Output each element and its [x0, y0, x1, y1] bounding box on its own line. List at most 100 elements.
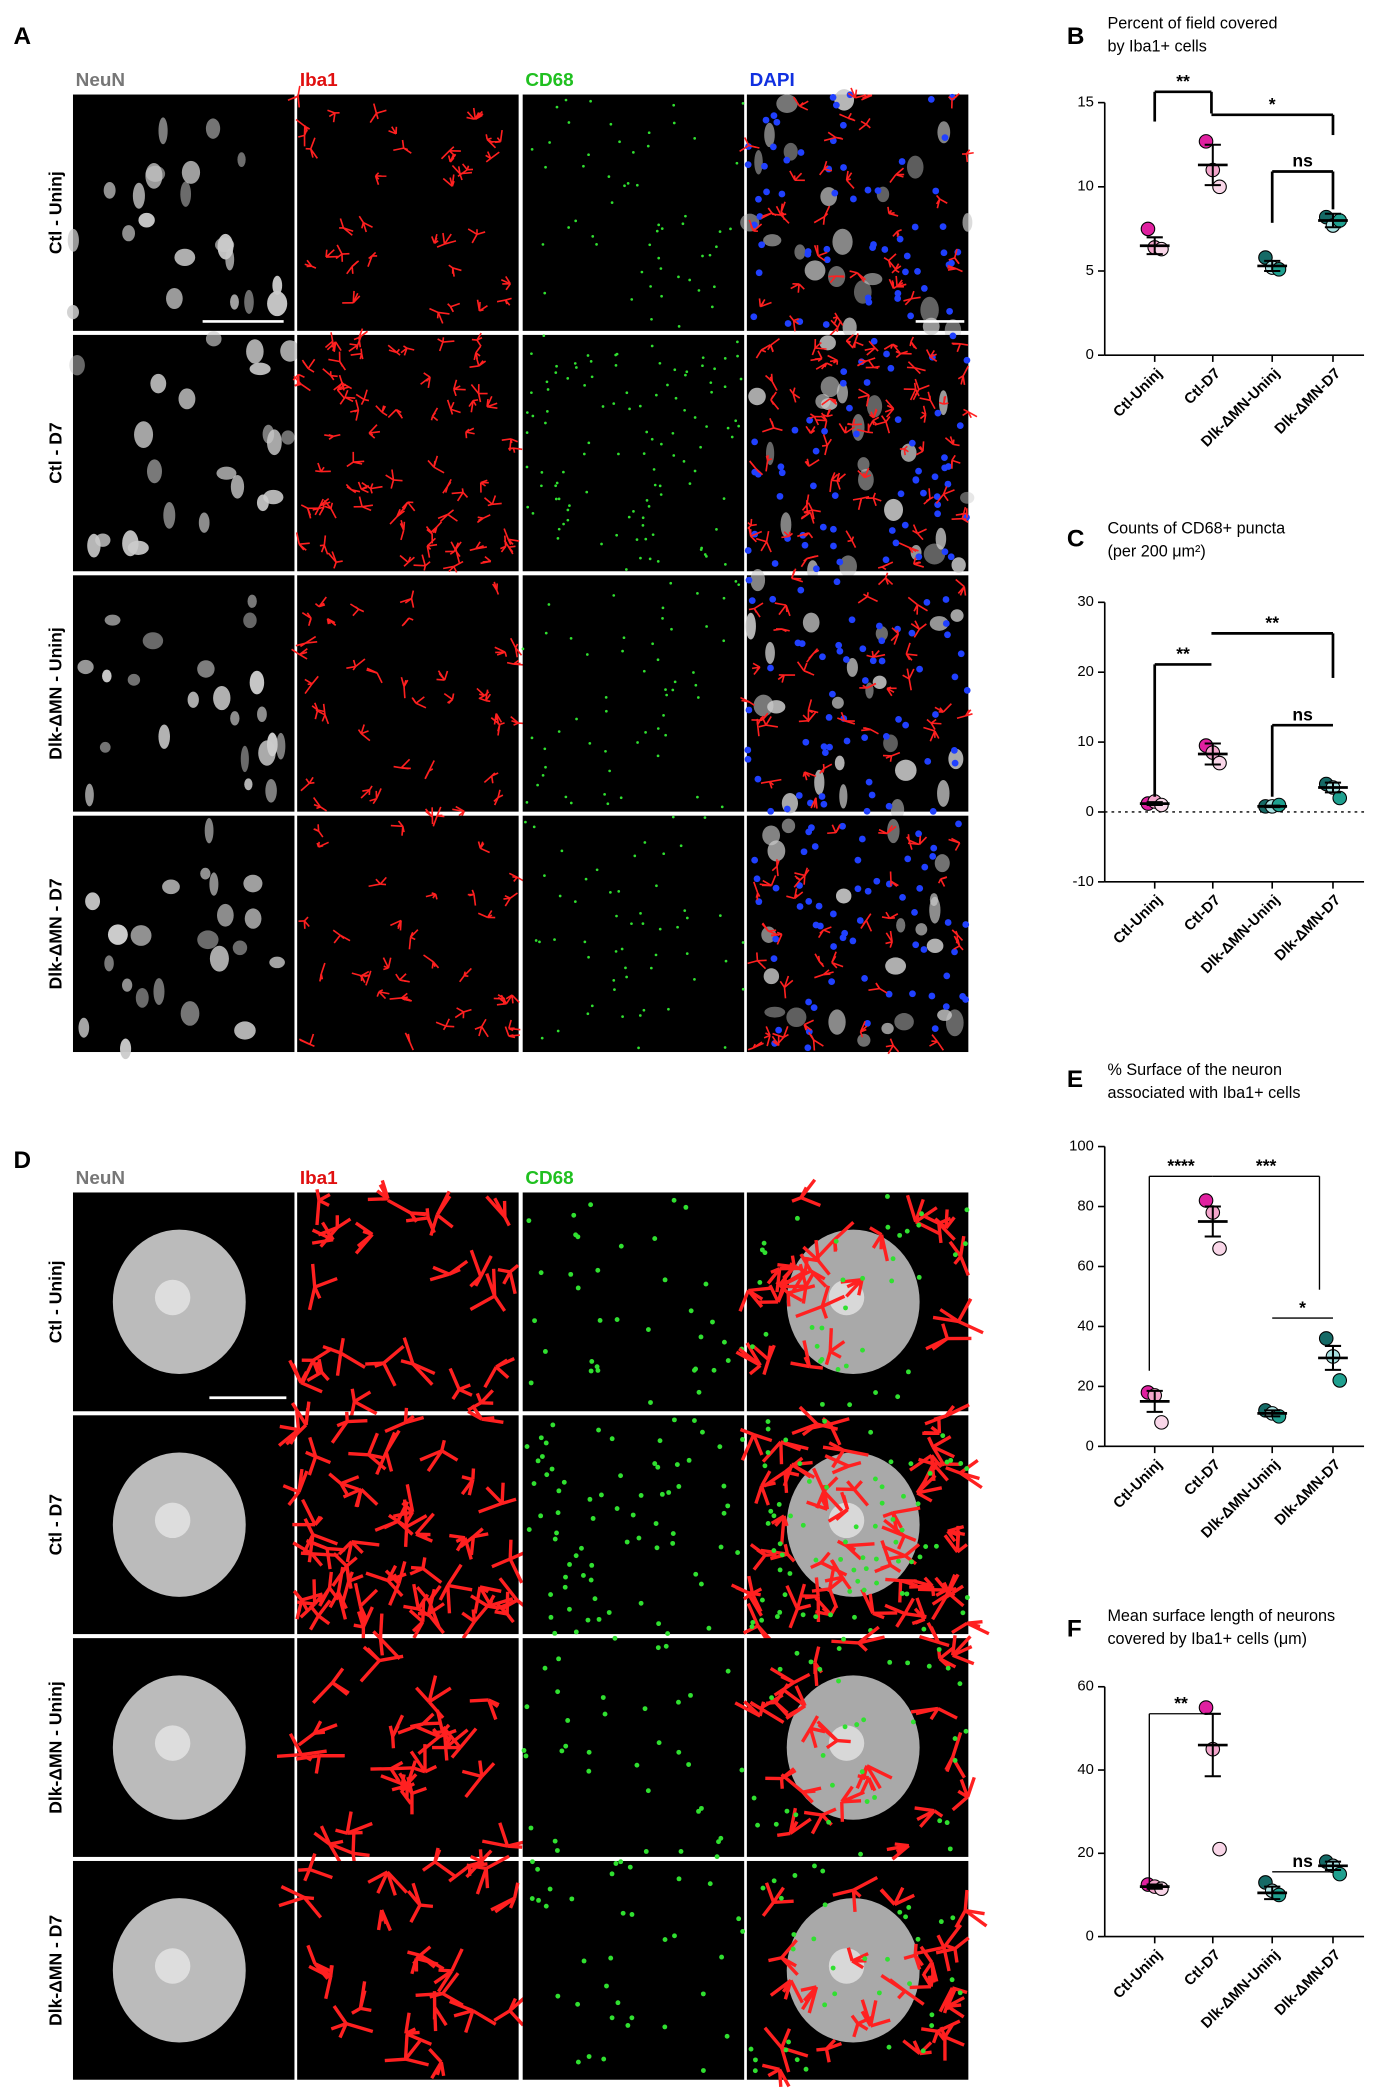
nucleus-dapi — [763, 188, 770, 196]
column-header: CD68 — [525, 1168, 573, 1189]
micrograph — [746, 334, 969, 572]
puncta — [595, 1267, 601, 1273]
puncta — [836, 1646, 842, 1651]
microglia — [421, 1557, 427, 1569]
puncta — [638, 1600, 644, 1606]
microglia — [789, 1817, 812, 1835]
puncta — [765, 1450, 771, 1455]
puncta — [546, 410, 549, 413]
microglia — [322, 1344, 342, 1355]
puncta — [676, 1749, 682, 1755]
microglia — [941, 1323, 949, 1340]
microglia — [276, 1752, 302, 1759]
microglia — [762, 1359, 771, 1376]
microglia — [508, 545, 516, 548]
puncta — [685, 916, 689, 920]
puncta — [777, 1567, 783, 1573]
microglia — [794, 875, 801, 881]
microglia — [865, 357, 876, 362]
microglia — [755, 537, 767, 543]
microglia — [300, 1753, 313, 1762]
nucleus-dapi — [755, 195, 762, 203]
microglia — [829, 398, 838, 406]
microglia — [902, 674, 910, 680]
puncta — [586, 1768, 592, 1774]
puncta — [901, 1493, 906, 1499]
microglia — [439, 2061, 446, 2077]
microglia — [352, 608, 360, 617]
puncta — [604, 1983, 609, 1989]
nucleus-dapi — [941, 548, 949, 556]
puncta — [643, 841, 647, 844]
puncta — [692, 1418, 697, 1423]
puncta — [736, 340, 739, 344]
puncta — [899, 1591, 905, 1596]
puncta — [699, 445, 702, 449]
nucleus-dapi — [772, 935, 780, 943]
nucleus-dapi — [898, 158, 906, 165]
microglia — [506, 661, 514, 665]
microglia — [942, 396, 946, 405]
microglia — [357, 481, 363, 490]
puncta — [585, 653, 589, 656]
microglia — [493, 2009, 511, 2022]
microglia — [297, 85, 301, 97]
microglia — [306, 1370, 323, 1383]
puncta — [647, 131, 651, 135]
puncta — [920, 2048, 926, 2054]
microglia — [504, 651, 508, 657]
nucleus-dapi — [820, 743, 828, 751]
microglia — [743, 137, 750, 146]
microglia — [342, 227, 353, 236]
chart-title: Counts of CD68+ puncta — [1107, 520, 1285, 538]
nucleus-dapi — [753, 875, 761, 883]
microglia — [778, 604, 787, 616]
microglia — [404, 597, 412, 604]
nucleus-dapi — [894, 289, 902, 297]
microglia — [956, 1298, 973, 1323]
microglia — [831, 1639, 859, 1645]
microglia — [350, 1388, 357, 1402]
microglia — [333, 433, 341, 438]
puncta — [604, 749, 607, 753]
microglia — [315, 470, 322, 473]
microglia — [300, 1359, 315, 1386]
microglia — [479, 1585, 490, 1594]
microglia — [860, 1025, 868, 1033]
microglia — [738, 1289, 750, 1312]
neuron — [872, 675, 887, 689]
microglia — [798, 719, 809, 723]
microglia — [497, 789, 501, 798]
nucleus-dapi — [853, 430, 860, 438]
microglia — [393, 479, 403, 482]
microglia — [353, 1390, 372, 1404]
microglia — [508, 872, 518, 878]
microglia — [327, 109, 336, 114]
neuron — [249, 670, 265, 695]
microglia — [762, 427, 775, 433]
nucleus-dapi — [745, 706, 753, 714]
microglia — [964, 709, 970, 717]
puncta — [660, 294, 663, 298]
microglia — [880, 1563, 892, 1570]
microglia — [753, 602, 764, 610]
nucleus-dapi — [835, 641, 843, 649]
microglia — [942, 1924, 963, 1949]
significance: ** — [1176, 71, 1190, 91]
nucleus-dapi — [927, 96, 935, 103]
microglia — [410, 598, 415, 608]
microglia — [327, 552, 337, 563]
puncta — [535, 1866, 541, 1872]
puncta — [604, 696, 608, 699]
puncta — [614, 1317, 620, 1323]
puncta — [542, 1665, 548, 1671]
microglia — [297, 95, 301, 108]
microglia — [846, 1480, 856, 1491]
nucleus-dapi — [797, 149, 805, 156]
microglia — [441, 1992, 464, 2007]
puncta — [656, 560, 660, 563]
puncta — [544, 1472, 550, 1478]
puncta — [556, 537, 560, 540]
puncta — [642, 669, 646, 673]
x-tick-label: Dlk-ΔMN-D7 — [1272, 366, 1344, 438]
